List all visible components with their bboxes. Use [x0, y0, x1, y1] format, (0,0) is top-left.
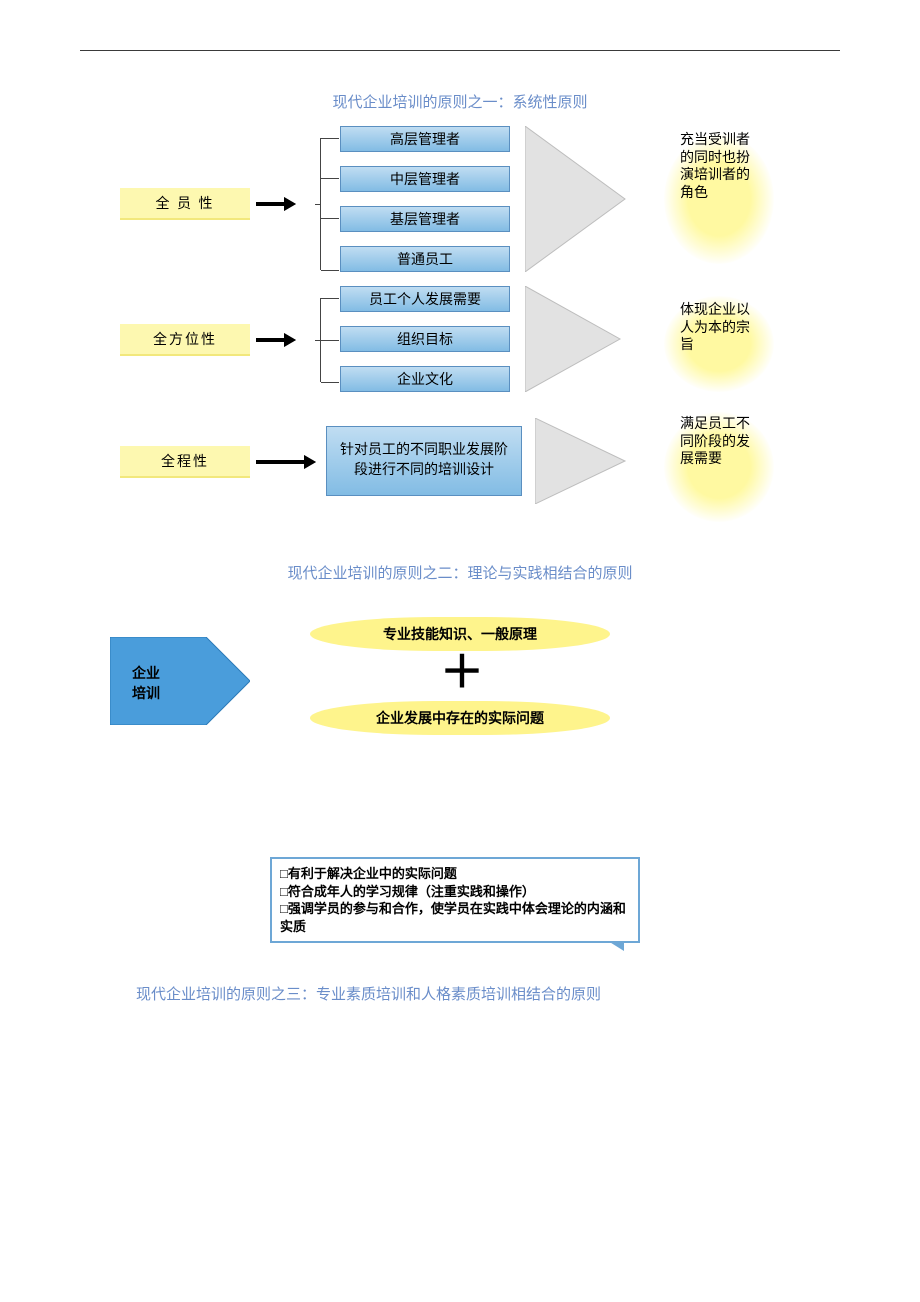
left-label-3: 全程性	[120, 446, 250, 478]
right-text-2: 体现企业以人为本的宗旨	[680, 302, 760, 355]
oval-bottom: 企业发展中存在的实际问题	[310, 701, 610, 735]
pentagon-icon: 企业 培训	[110, 637, 250, 730]
big-arrow-icon	[525, 126, 635, 272]
blue-box: 基层管理者	[340, 206, 510, 232]
diagram-section-1: 全 员 性 高层管理者 中层管理者 基层管理者 普通员工 充当受训者的同时也扮演…	[80, 126, 840, 556]
left-label-1: 全 员 性	[120, 188, 250, 220]
plus-icon: ＋	[440, 651, 484, 695]
blue-box: 高层管理者	[340, 126, 510, 152]
blue-box: 员工个人发展需要	[340, 286, 510, 312]
blue-box: 组织目标	[340, 326, 510, 352]
bracket-icon	[320, 298, 321, 382]
blue-box-multiline: 针对员工的不同职业发展阶段进行不同的培训设计	[326, 426, 522, 496]
pentagon-label: 企业 培训	[132, 663, 160, 703]
title-2: 现代企业培训的原则之二：理论与实践相结合的原则	[0, 562, 920, 583]
info-line: □符合成年人的学习规律（注重实践和操作）	[280, 883, 630, 901]
left-label-2: 全方位性	[120, 324, 250, 356]
blue-box: 企业文化	[340, 366, 510, 392]
right-text-1: 充当受训者的同时也扮演培训者的角色	[680, 132, 760, 202]
blue-box: 普通员工	[340, 246, 510, 272]
big-arrow-icon	[535, 418, 635, 504]
oval-top: 专业技能知识、一般原理	[310, 617, 610, 651]
info-line: □强调学员的参与和合作，使学员在实践中体会理论的内涵和实质	[280, 900, 630, 935]
title-3: 现代企业培训的原则之三：专业素质培训和人格素质培训相结合的原则	[80, 983, 840, 1004]
horizontal-rule	[80, 50, 840, 51]
right-text-3: 满足员工不同阶段的发展需要	[680, 416, 760, 469]
info-line: □有利于解决企业中的实际问题	[280, 865, 630, 883]
diagram-section-2: 企业 培训 专业技能知识、一般原理 ＋ 企业发展中存在的实际问题	[80, 597, 840, 817]
blue-box: 中层管理者	[340, 166, 510, 192]
info-box: □有利于解决企业中的实际问题 □符合成年人的学习规律（注重实践和操作） □强调学…	[270, 857, 640, 943]
title-1: 现代企业培训的原则之一：系统性原则	[0, 91, 920, 112]
bracket-icon	[320, 138, 321, 270]
